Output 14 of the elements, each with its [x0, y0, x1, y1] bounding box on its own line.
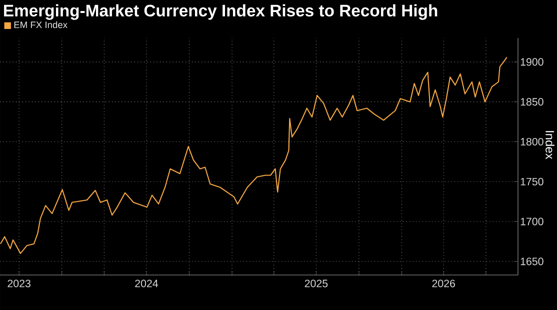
- y-tick-label: 1650: [520, 258, 544, 266]
- x-tick-label: 2025: [304, 280, 328, 288]
- y-tick-label: 1700: [520, 218, 544, 226]
- y-tick-label: 1800: [520, 138, 544, 146]
- line-series: [0, 56, 508, 254]
- chart-title: Emerging-Market Currency Index Rises to Record High: [4, 4, 438, 20]
- x-tick-label: 2023: [8, 280, 30, 288]
- y-tick-label: 1900: [520, 58, 544, 66]
- legend-label: EM FX Index: [14, 21, 68, 28]
- x-tick-label: 2026: [432, 280, 455, 288]
- y-tick-label: 1850: [520, 98, 544, 106]
- x-tick-label: 2024: [135, 280, 158, 288]
- y-axis-title: Index: [546, 131, 554, 160]
- y-tick-label: 1750: [520, 178, 544, 186]
